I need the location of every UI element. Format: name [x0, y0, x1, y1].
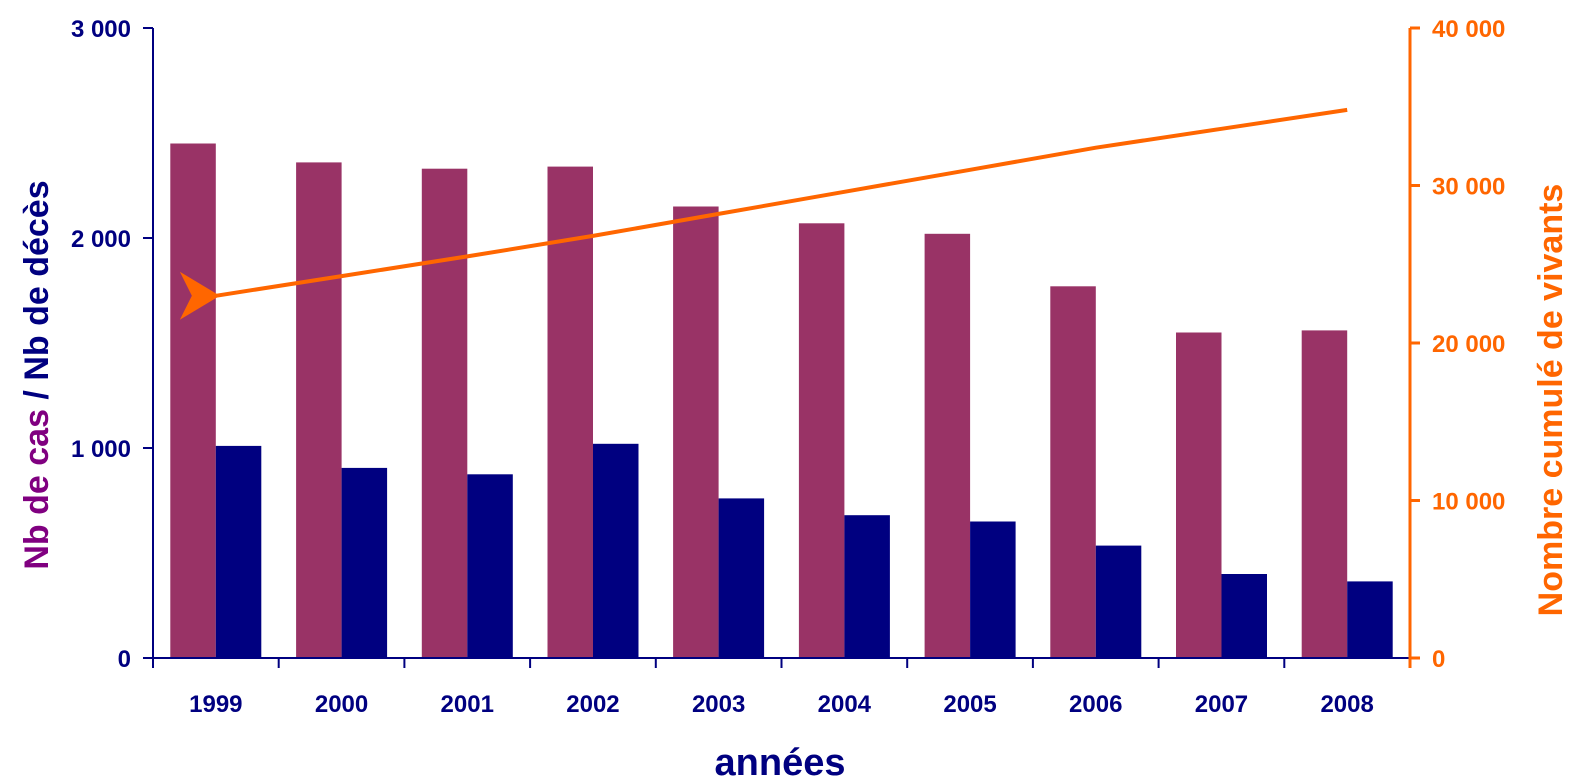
x-tick-label-2005: 2005	[943, 691, 996, 718]
bar-cases-2005	[924, 233, 971, 659]
y-axis-left-title: Nb de cas / Nb de décès	[18, 180, 56, 569]
axes-layer: 0 1 000 2 000 3 000 1999 2000 2001 2002 2003 2004…	[71, 16, 1505, 718]
line-marker-1999	[179, 271, 220, 320]
x-tick-label-2004: 2004	[818, 691, 872, 718]
bars-layer	[170, 143, 1393, 659]
bar-deaths-2003	[718, 498, 765, 658]
bar-cases-2000	[296, 162, 342, 658]
y-tick-label-left: 0	[118, 646, 131, 673]
y-tick-label-left: 3 000	[71, 16, 131, 43]
x-tick-label-2008: 2008	[1320, 691, 1373, 718]
bar-cases-1999	[170, 143, 216, 658]
bar-deaths-2005	[970, 521, 1016, 658]
bar-deaths-2000	[341, 467, 388, 658]
line-cumulative-living	[215, 107, 1348, 298]
y-axis-left-title-separator: /	[18, 381, 56, 409]
y-tick-label-left: 1 000	[71, 436, 131, 463]
bar-deaths-2001	[467, 474, 513, 659]
x-tick-label-2002: 2002	[566, 691, 619, 718]
y-axis-left-title-cases: Nb de cas	[18, 409, 56, 570]
bar-cases-2007	[1176, 332, 1222, 658]
x-tick-label-1999: 1999	[189, 691, 242, 718]
bar-deaths-2008	[1347, 581, 1393, 658]
bar-cases-2004	[798, 223, 845, 659]
x-tick-label-2001: 2001	[441, 691, 494, 718]
y-tick-label-right: 20 000	[1432, 331, 1505, 358]
x-tick-label-2007: 2007	[1195, 691, 1248, 718]
labels-layer: Nb de cas / Nb de décès Nombre cumulé de…	[18, 180, 1570, 782]
bar-cases-2002	[547, 166, 593, 658]
bar-deaths-1999	[215, 445, 262, 658]
y-tick-label-right: 10 000	[1432, 489, 1505, 516]
y-tick-label-left: 2 000	[71, 226, 131, 253]
bar-cases-2003	[673, 206, 719, 658]
bar-cases-2001	[421, 168, 468, 658]
bar-deaths-2007	[1221, 574, 1267, 658]
bar-deaths-2002	[593, 443, 639, 658]
line-layer	[179, 107, 1348, 320]
x-axis-title: années	[715, 742, 846, 782]
x-tick-label-2003: 2003	[692, 691, 745, 718]
bar-deaths-2004	[844, 515, 890, 658]
bar-deaths-2006	[1095, 545, 1142, 658]
x-tick-label-2000: 2000	[315, 691, 368, 718]
y-tick-label-right: 0	[1432, 646, 1445, 673]
y-tick-label-right: 30 000	[1432, 174, 1505, 201]
bar-cases-2006	[1050, 286, 1096, 658]
bar-cases-2008	[1301, 330, 1348, 658]
y-axis-right-title: Nombre cumulé de vivants	[1532, 184, 1570, 617]
x-tick-label-2006: 2006	[1069, 691, 1122, 718]
y-tick-label-right: 40 000	[1432, 16, 1505, 43]
y-axis-left-title-deaths: Nb de décès	[18, 180, 56, 380]
